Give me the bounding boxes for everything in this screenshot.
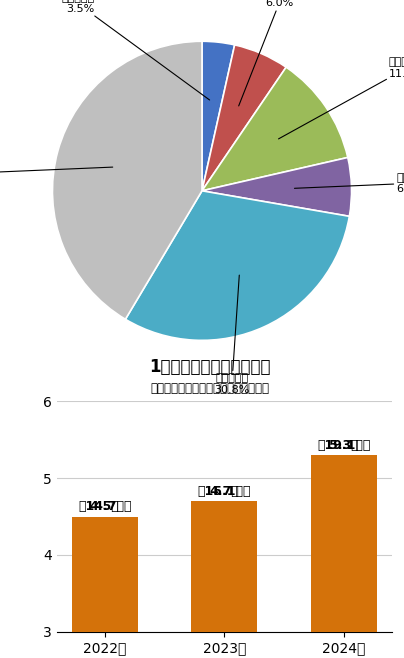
Text: 過去にある
30.8%: 過去にある 30.8%	[214, 275, 250, 395]
Text: 月１回以上
6.0%: 月１回以上 6.0%	[239, 0, 298, 106]
Text: （19.1回）: （19.1回）	[317, 424, 370, 452]
Text: 年に数回
11.9%: 年に数回 11.9%	[278, 57, 404, 139]
Wedge shape	[202, 45, 286, 191]
Text: （カッコ内は訪問者。単位：回／年）: （カッコ内は訪問者。単位：回／年）	[151, 382, 269, 395]
Wedge shape	[202, 41, 235, 191]
Text: 5.3回: 5.3回	[329, 439, 359, 452]
Bar	[191, 501, 257, 632]
Bar	[72, 517, 137, 632]
Wedge shape	[53, 41, 202, 319]
Text: 4.7回: 4.7回	[209, 485, 239, 498]
Text: （15.1回）: （15.1回）	[198, 470, 251, 498]
Text: 4.5回: 4.5回	[90, 501, 120, 513]
Wedge shape	[202, 157, 351, 216]
Text: 1人あたりの年間訪問回数: 1人あたりの年間訪問回数	[149, 359, 271, 376]
Text: （14.7回）: （14.7回）	[78, 486, 131, 513]
Bar	[311, 455, 377, 632]
Text: 年に１回
6.3%: 年に１回 6.3%	[295, 172, 404, 194]
Text: 行ったこと
がない
41.4%: 行ったこと がない 41.4%	[0, 156, 113, 190]
Wedge shape	[202, 67, 348, 191]
Wedge shape	[125, 191, 349, 340]
Text: 週１回以上
3.5%: 週１回以上 3.5%	[61, 0, 210, 100]
